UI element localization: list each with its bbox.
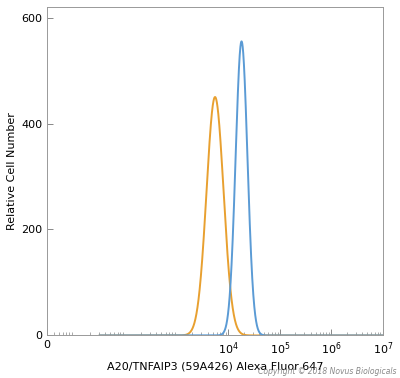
Y-axis label: Relative Cell Number: Relative Cell Number xyxy=(7,112,17,230)
Text: Copyright © 2018 Novus Biologicals: Copyright © 2018 Novus Biologicals xyxy=(258,367,396,376)
X-axis label: A20/TNFAIP3 (59A426) Alexa Fluor 647: A20/TNFAIP3 (59A426) Alexa Fluor 647 xyxy=(107,361,323,371)
